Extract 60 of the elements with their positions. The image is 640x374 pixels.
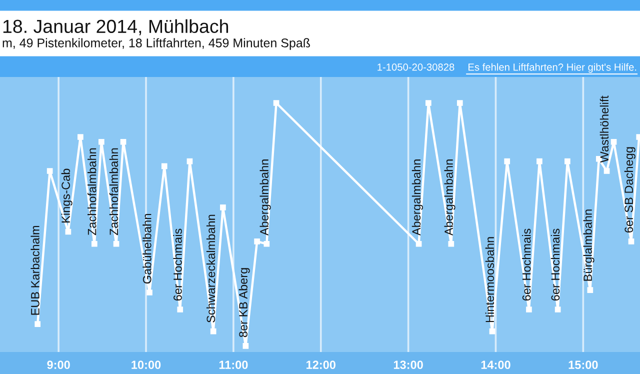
x-tick-label: 9:00 [47, 360, 70, 370]
x-tick-label: 13:00 [394, 360, 423, 370]
annotation: Zachhofalmbahn [109, 148, 118, 236]
point [242, 343, 249, 349]
x-tick-label: 10:00 [132, 360, 161, 370]
annotation: Abergalmbahn [412, 160, 423, 236]
annotation: EUB Karbachalm [30, 226, 40, 315]
point [273, 100, 280, 106]
x-tick-label: 15:00 [568, 360, 598, 370]
point [536, 158, 542, 164]
point [526, 306, 532, 312]
point [34, 321, 41, 327]
point [46, 168, 53, 174]
annotation: Abergalmbahn [444, 160, 456, 236]
point [416, 240, 422, 247]
point [628, 238, 634, 244]
x-tick-label: 12:00 [306, 360, 336, 370]
point [78, 134, 84, 140]
point [146, 290, 152, 296]
point [504, 158, 510, 164]
point [65, 228, 72, 235]
point [554, 306, 561, 312]
x-tick-label: 11:00 [219, 360, 248, 370]
point [177, 306, 184, 312]
chart-title: 18. Januar 2014, Mühlbach [3, 19, 228, 36]
point [186, 158, 193, 164]
point [448, 240, 454, 247]
annotation: Hintermoosbahn [485, 237, 494, 322]
annotation: 8er KB Aberg [238, 268, 250, 338]
annotation: Gabühelbahn [142, 214, 152, 284]
point [220, 204, 226, 210]
annotation: 6er Hochmais [522, 228, 531, 301]
point [456, 100, 463, 106]
annotation: Schwarzeckalmbahn [206, 214, 216, 322]
text: 1-1050-20-30828 [378, 64, 454, 71]
annotation: Zachhofalmbahn [88, 148, 96, 236]
annotation: Kings-Cab [61, 168, 72, 222]
point [489, 328, 496, 334]
point [98, 138, 104, 145]
point [610, 138, 617, 145]
chart-subtitle: m, 49 Pistenkilometer, 18 Liftfahrten, 459 Minuten Spaß [2, 38, 310, 50]
annotation: 6er SB Dachegg [624, 147, 636, 233]
annotation: Abergalmbahn [260, 160, 271, 236]
annotation: 6er Hochmais [173, 228, 182, 301]
point [426, 100, 432, 106]
annotation: Bürglalmbahn [583, 210, 594, 281]
point [92, 240, 98, 247]
point [161, 163, 168, 170]
annotation: Wastlhöhelift [600, 96, 609, 163]
point [113, 240, 120, 247]
point [264, 240, 270, 247]
point [587, 287, 594, 293]
point [564, 158, 570, 164]
point [120, 138, 126, 145]
point [254, 238, 260, 244]
annotation: 6er Hochmais [550, 228, 560, 301]
text: Es fehlen Liftfahrten? Hier gibt's Hilfe. [468, 63, 636, 73]
x-tick-label: 14:00 [481, 360, 510, 370]
point [210, 328, 216, 334]
point [604, 168, 610, 174]
